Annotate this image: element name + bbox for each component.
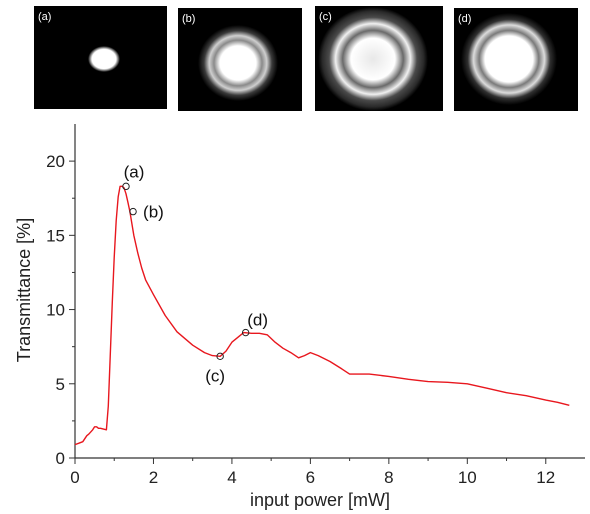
- y-tick-label: 5: [56, 375, 65, 394]
- plot-series: [74, 185, 570, 446]
- inset-c-label: (c): [319, 11, 332, 23]
- inset-d: (d): [454, 8, 578, 111]
- x-tick-label: 4: [227, 468, 236, 487]
- annotation-marker: [129, 207, 137, 216]
- y-tick-label: 15: [46, 226, 65, 245]
- x-tick-label: 2: [149, 468, 158, 487]
- annotation-marker: [122, 182, 130, 191]
- x-tick-label: 8: [384, 468, 393, 487]
- annotation-marker: [241, 328, 250, 337]
- y-axis-label: Transmittance [%]: [14, 218, 34, 362]
- annotation-label: (d): [247, 311, 268, 330]
- annotation-label: (c): [205, 366, 225, 385]
- annotation-marker: [216, 352, 224, 361]
- inset-b: (b): [178, 8, 302, 111]
- x-tick-label: 6: [306, 468, 315, 487]
- x-tick-label: 0: [70, 468, 79, 487]
- annotation-label: (a): [124, 162, 145, 181]
- x-axis-label: input power [mW]: [250, 490, 390, 510]
- inset-a-label: (a): [38, 11, 51, 23]
- y-tick-label: 20: [46, 152, 65, 171]
- y-tick-label: 10: [46, 301, 65, 320]
- x-tick-label: 12: [536, 468, 555, 487]
- plot-axes: [74, 124, 585, 459]
- inset-d-label: (d): [458, 13, 471, 25]
- x-tick-label: 10: [458, 468, 477, 487]
- annotation-label: (b): [143, 203, 164, 222]
- plot-annotations: (a) (b) (c) (d): [122, 162, 268, 385]
- series-line-0: [74, 185, 570, 446]
- inset-c: (c): [315, 6, 443, 111]
- y-tick-label: 0: [56, 449, 65, 468]
- inset-a: (a): [34, 6, 167, 109]
- inset-b-label: (b): [182, 13, 195, 25]
- plot-ticks: 0 2 4 6 8 10 12 0 5 10 15 20: [46, 152, 555, 487]
